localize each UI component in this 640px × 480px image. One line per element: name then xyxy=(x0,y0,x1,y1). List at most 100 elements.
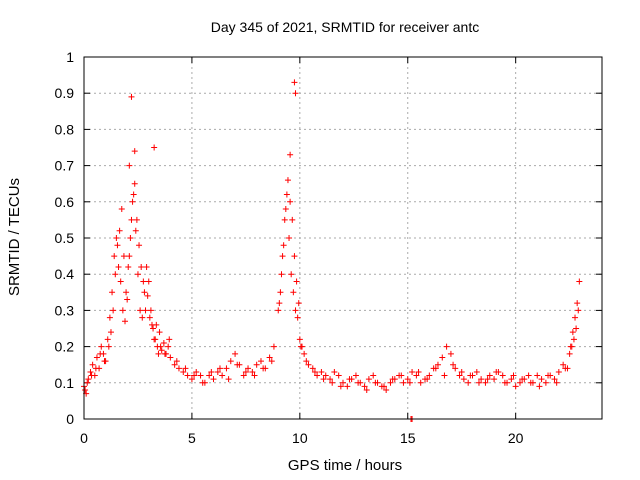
data-point xyxy=(291,253,298,260)
data-point xyxy=(206,372,213,379)
tick-labels: 00.10.20.30.40.50.60.70.80.910 5 10 15 20 xyxy=(55,49,602,446)
data-point xyxy=(268,358,275,365)
data-point xyxy=(288,271,295,278)
data-point xyxy=(225,376,232,383)
data-point xyxy=(277,289,284,296)
data-point xyxy=(251,372,258,379)
data-point xyxy=(104,336,111,343)
data-point xyxy=(266,354,273,361)
data-point xyxy=(125,263,132,270)
data-point xyxy=(227,358,234,365)
data-point xyxy=(426,372,433,379)
data-point xyxy=(145,278,152,285)
data-point xyxy=(118,206,125,213)
data-point xyxy=(482,379,489,386)
y-tick-label: 0.3 xyxy=(55,302,75,318)
data-point xyxy=(432,365,439,372)
data-point xyxy=(151,144,158,151)
data-point xyxy=(363,387,370,394)
data-point xyxy=(284,177,291,184)
data-point xyxy=(467,372,474,379)
data-point xyxy=(355,379,362,386)
data-point xyxy=(322,372,329,379)
x-tick-label: 20 xyxy=(508,430,524,446)
data-point xyxy=(512,383,519,390)
data-point xyxy=(126,253,133,260)
data-point xyxy=(551,376,558,383)
data-point xyxy=(278,271,285,278)
data-point xyxy=(161,350,168,357)
data-point xyxy=(240,372,247,379)
x-tick-label: 10 xyxy=(292,430,308,446)
data-point xyxy=(329,379,336,386)
data-point xyxy=(305,361,312,368)
data-point xyxy=(519,376,526,383)
data-point xyxy=(527,379,534,386)
data-point xyxy=(484,376,491,383)
data-point xyxy=(210,376,217,383)
data-point xyxy=(146,314,153,321)
data-point xyxy=(301,350,308,357)
data-point xyxy=(294,314,301,321)
data-point xyxy=(389,376,396,383)
data-point xyxy=(245,365,252,372)
data-point xyxy=(132,227,139,234)
data-point xyxy=(562,365,569,372)
data-point xyxy=(292,90,299,97)
data-point xyxy=(417,379,424,386)
x-tick-label: 0 xyxy=(80,430,88,446)
data-point xyxy=(126,162,133,169)
data-point xyxy=(208,368,215,375)
data-point xyxy=(510,372,517,379)
data-point xyxy=(346,376,353,383)
data-point xyxy=(409,368,416,375)
plot-frame xyxy=(83,56,603,420)
data-point xyxy=(105,343,112,350)
data-point xyxy=(88,372,95,379)
data-point xyxy=(335,372,342,379)
data-point xyxy=(473,368,480,375)
data-point xyxy=(572,314,579,321)
data-point xyxy=(167,354,174,361)
data-point xyxy=(153,321,160,328)
data-point xyxy=(545,372,552,379)
data-point xyxy=(193,368,200,375)
data-point xyxy=(123,289,130,296)
data-point xyxy=(188,376,195,383)
data-point xyxy=(400,379,407,386)
data-point xyxy=(287,198,294,205)
data-point xyxy=(160,339,167,346)
data-point xyxy=(112,271,119,278)
data-point xyxy=(115,263,122,270)
data-point xyxy=(107,329,114,336)
data-point xyxy=(157,343,164,350)
data-point xyxy=(553,379,560,386)
data-point xyxy=(570,336,577,343)
data-point xyxy=(191,372,198,379)
y-tick-label: 0.7 xyxy=(55,158,75,174)
data-point xyxy=(493,368,500,375)
data-point xyxy=(538,376,545,383)
data-point xyxy=(216,365,223,372)
data-point xyxy=(137,307,144,314)
data-point xyxy=(89,361,96,368)
data-point xyxy=(253,361,260,368)
data-point xyxy=(297,343,304,350)
data-point xyxy=(138,263,145,270)
data-point xyxy=(534,372,541,379)
data-point xyxy=(84,379,91,386)
data-point xyxy=(314,372,321,379)
data-point xyxy=(101,358,108,365)
grid xyxy=(84,57,602,419)
data-point xyxy=(286,235,293,241)
data-point xyxy=(452,365,459,372)
data-point xyxy=(147,307,154,314)
data-point xyxy=(465,379,472,386)
data-point xyxy=(569,329,576,336)
data-point xyxy=(110,307,117,314)
data-point xyxy=(249,368,256,375)
y-tick-label: 1 xyxy=(66,49,74,65)
data-point xyxy=(155,350,162,357)
data-point xyxy=(287,151,294,158)
